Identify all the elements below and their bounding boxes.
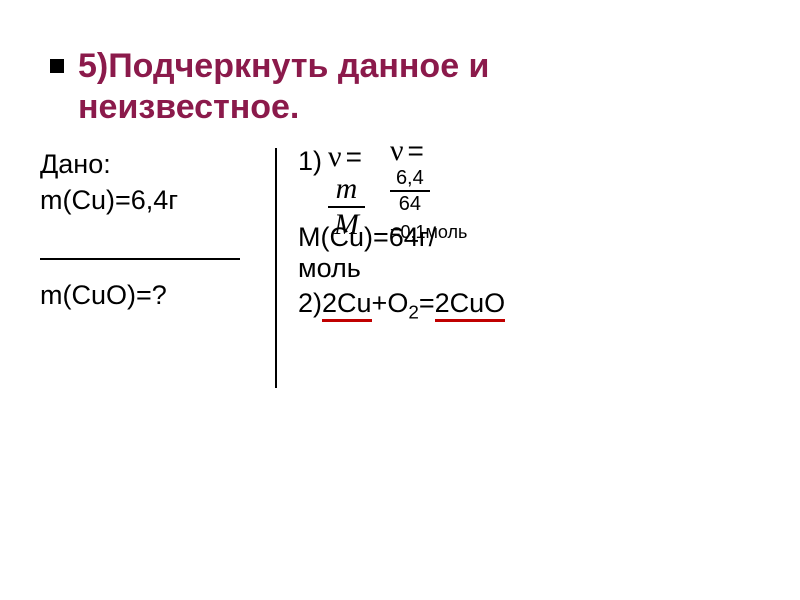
frac-num-64: 6,4 bbox=[390, 168, 430, 188]
find-mass-cuo: m(CuO)=? bbox=[40, 280, 167, 311]
vertical-divider bbox=[275, 148, 277, 388]
eq-reaction: = bbox=[419, 288, 435, 318]
reactant-2cu: 2Cu bbox=[322, 288, 372, 318]
plus-o: +O bbox=[372, 288, 409, 318]
underline-reactant: 2Cu bbox=[322, 288, 372, 322]
horizontal-divider bbox=[40, 258, 240, 260]
given-label: Дано: bbox=[40, 146, 178, 182]
slide-title: 5)Подчеркнуть данное и неизвестное. bbox=[50, 46, 489, 128]
eq-1: = bbox=[346, 141, 362, 172]
frac-num-m: m bbox=[330, 174, 364, 204]
step1-label: 1) bbox=[298, 146, 322, 177]
frac-den-64: 64 bbox=[393, 194, 427, 214]
eq-2: = bbox=[408, 135, 424, 166]
frac-bar-2 bbox=[390, 190, 430, 192]
title-text-2: неизвестное. bbox=[78, 88, 299, 126]
given-block: Дано: m(Cu)=6,4г bbox=[40, 146, 178, 219]
title-text-1: 5)Подчеркнуть данное и bbox=[78, 47, 489, 85]
o2-subscript: 2 bbox=[408, 302, 419, 323]
find-block: m(CuO)=? bbox=[40, 280, 167, 311]
title-line-2: неизвестное. bbox=[78, 87, 489, 128]
nu-symbol-1: ν bbox=[328, 140, 342, 173]
nu-symbol-2: ν bbox=[390, 134, 404, 167]
molar-mass-cu: M(Cu)=64г/моль bbox=[298, 222, 436, 284]
fraction-numeric: 6,464 bbox=[390, 168, 430, 214]
step2-equation: 2)2Cu+O2=2CuO bbox=[298, 288, 505, 322]
given-mass-cu: m(Cu)=6,4г bbox=[40, 182, 178, 218]
title-bullet-icon bbox=[50, 59, 64, 73]
slide: 5)Подчеркнуть данное и неизвестное. Дано… bbox=[0, 0, 800, 600]
underline-product: 2CuO bbox=[435, 288, 506, 322]
title-line-1: 5)Подчеркнуть данное и bbox=[50, 46, 489, 87]
step2-label: 2) bbox=[298, 288, 322, 318]
product-2cuo: 2CuO bbox=[435, 288, 506, 318]
